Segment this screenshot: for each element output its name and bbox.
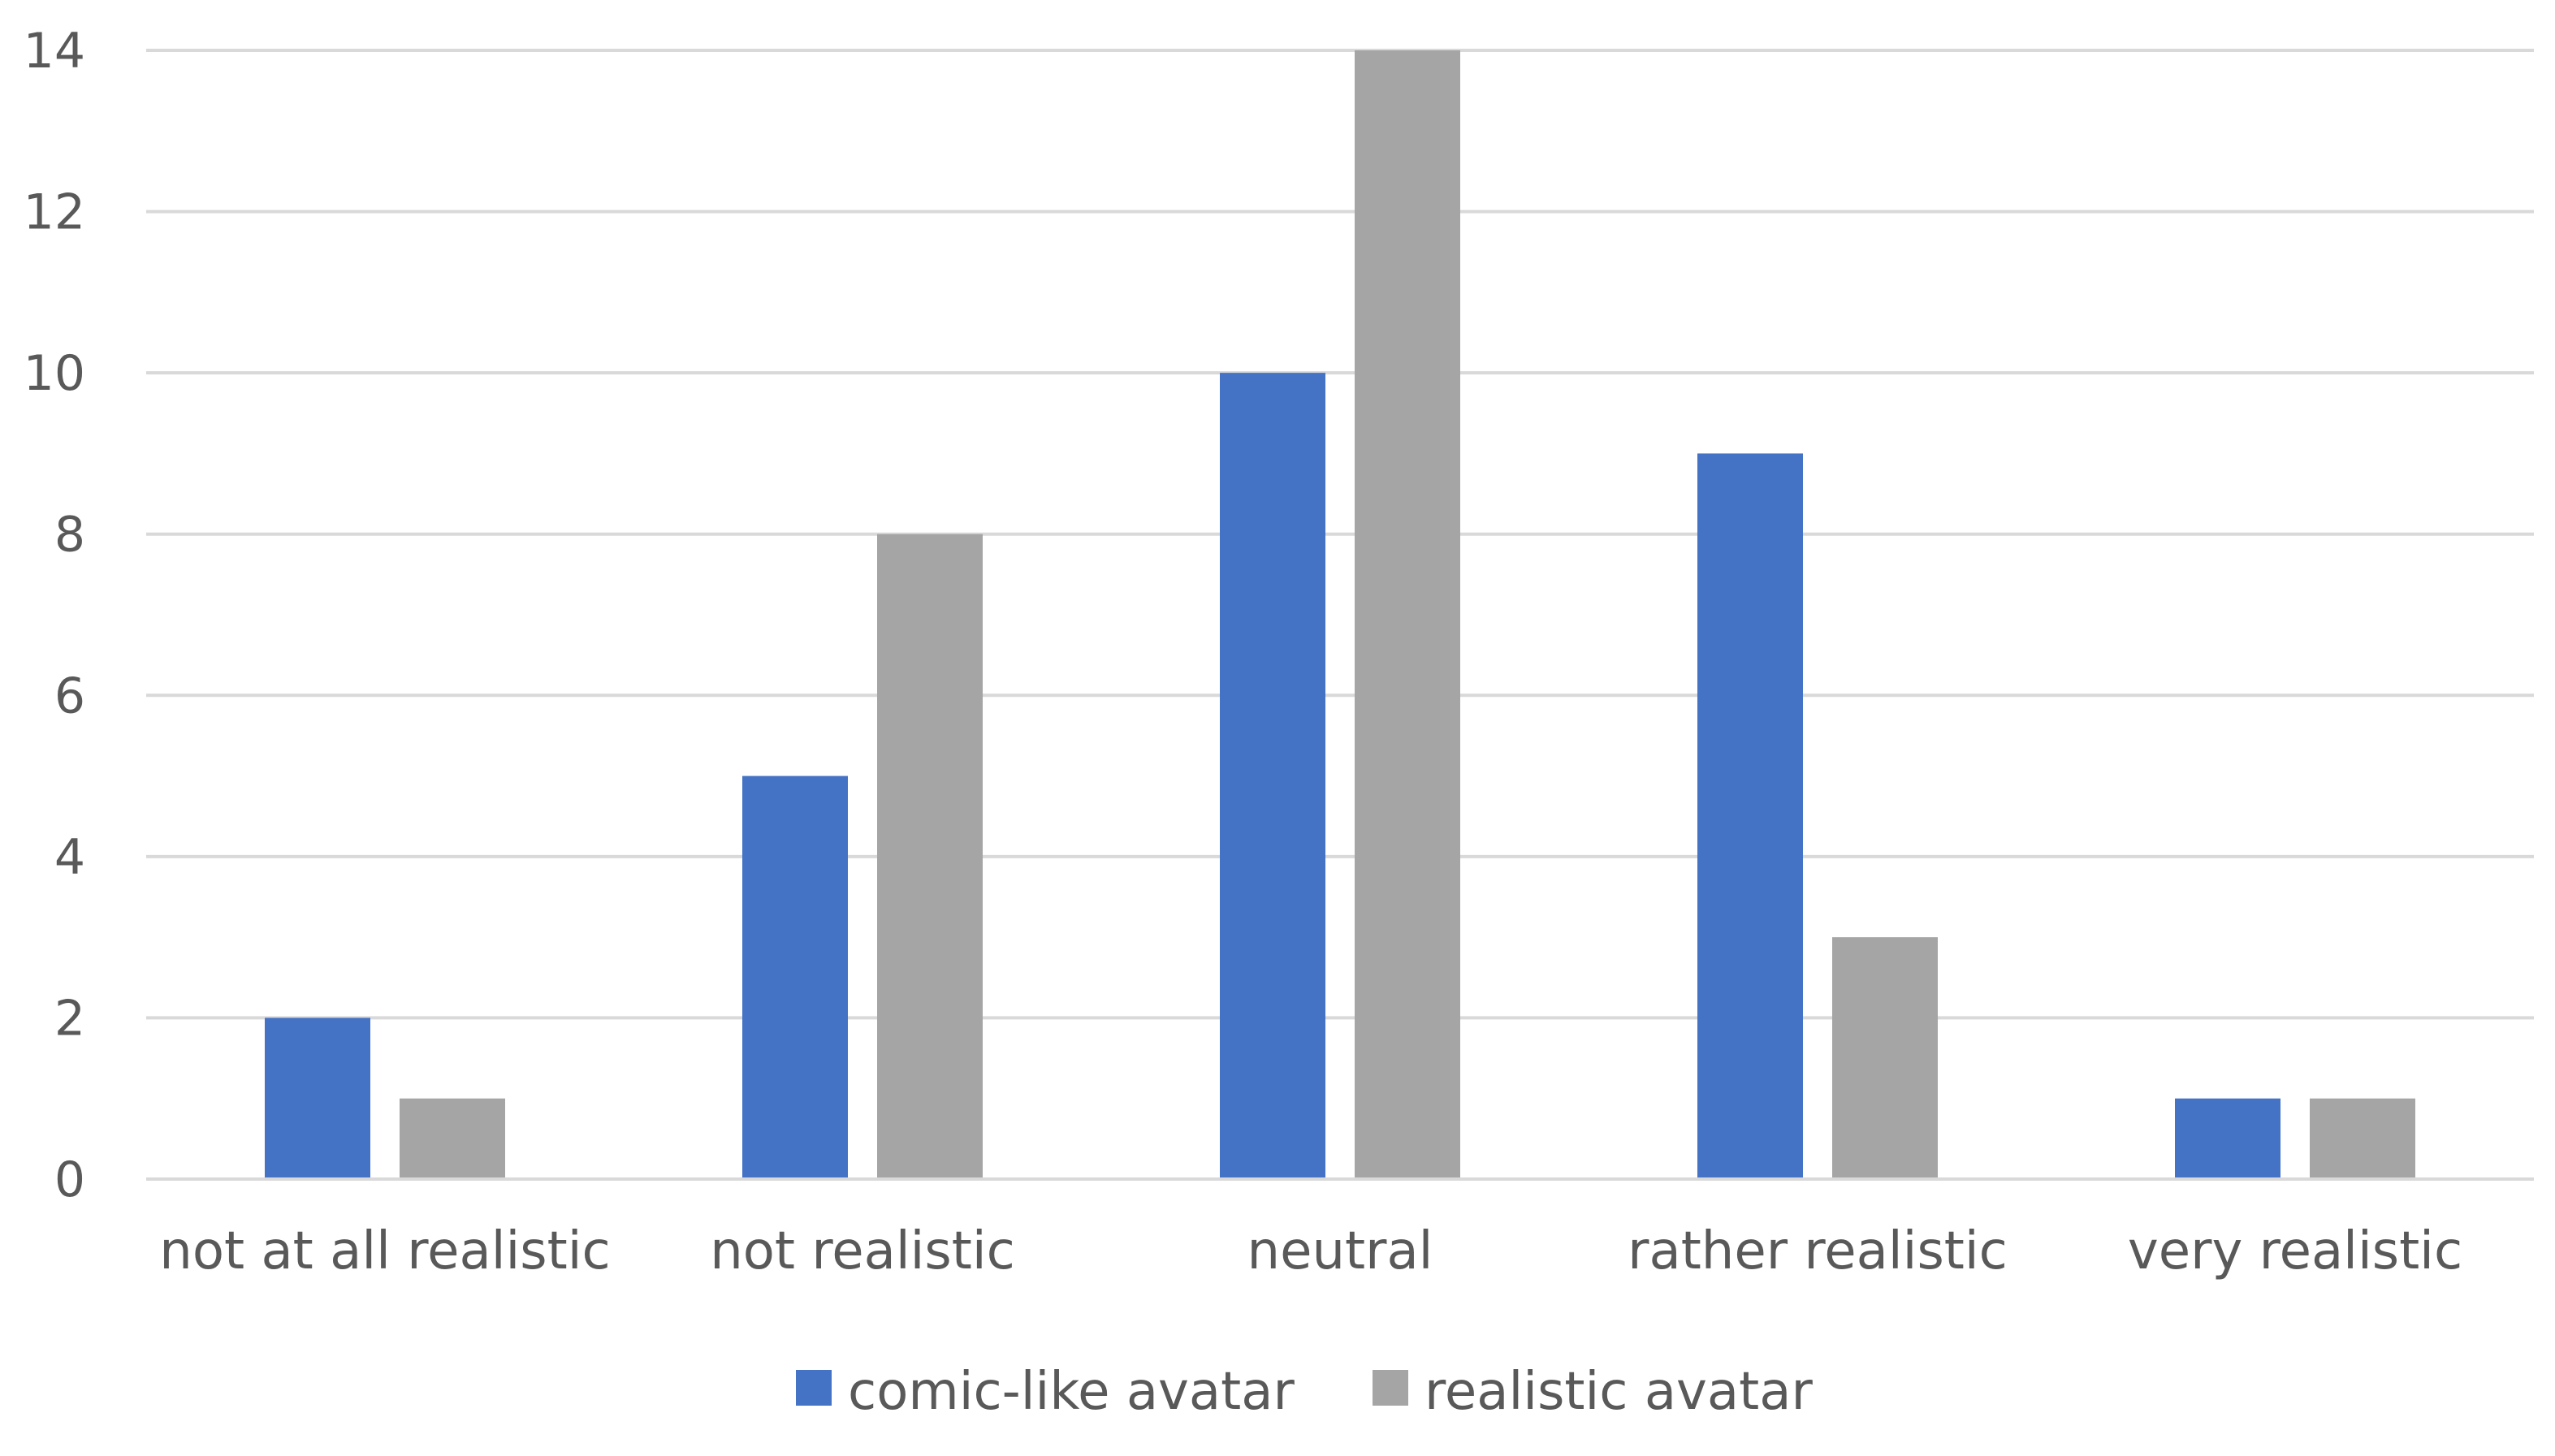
bar-comic-like [1220, 373, 1325, 1180]
legend-swatch [1373, 1370, 1408, 1406]
bar-realistic [400, 1098, 505, 1179]
legend-label: realistic avatar [1424, 1362, 1813, 1422]
y-tick-label: 10 [24, 345, 85, 402]
x-category-label: very realistic [2128, 1221, 2462, 1281]
legend: comic-like avatar realistic avatar [796, 1362, 1813, 1422]
y-tick-label: 8 [54, 507, 85, 564]
legend-swatch [796, 1370, 832, 1406]
bar-comic-like [1697, 453, 1803, 1179]
gridlines [146, 49, 2534, 1020]
y-tick-label: 0 [54, 1151, 85, 1208]
y-tick-label: 6 [54, 668, 85, 724]
x-category-label: rather realistic [1628, 1221, 2008, 1281]
bar-comic-like [265, 1017, 370, 1179]
y-axis-tick-labels: 0 2 4 6 8 10 12 14 [24, 23, 85, 1208]
x-category-label: neutral [1247, 1221, 1433, 1281]
bar-realistic [1832, 937, 1938, 1179]
y-tick-label: 2 [54, 990, 85, 1047]
bars [265, 50, 2415, 1180]
x-axis-category-labels: not at all realistic not realistic neutral… [159, 1221, 2462, 1281]
y-tick-label: 14 [24, 23, 85, 80]
bar-realistic [877, 534, 983, 1179]
bar-comic-like [742, 776, 848, 1179]
y-tick-label: 4 [54, 829, 85, 886]
bar-comic-like [2175, 1098, 2280, 1179]
y-tick-label: 12 [24, 184, 85, 241]
legend-label: comic-like avatar [848, 1362, 1295, 1422]
x-category-label: not at all realistic [159, 1221, 610, 1281]
bar-realistic [1355, 50, 1460, 1179]
x-category-label: not realistic [710, 1221, 1015, 1281]
bar-realistic [2310, 1098, 2415, 1179]
